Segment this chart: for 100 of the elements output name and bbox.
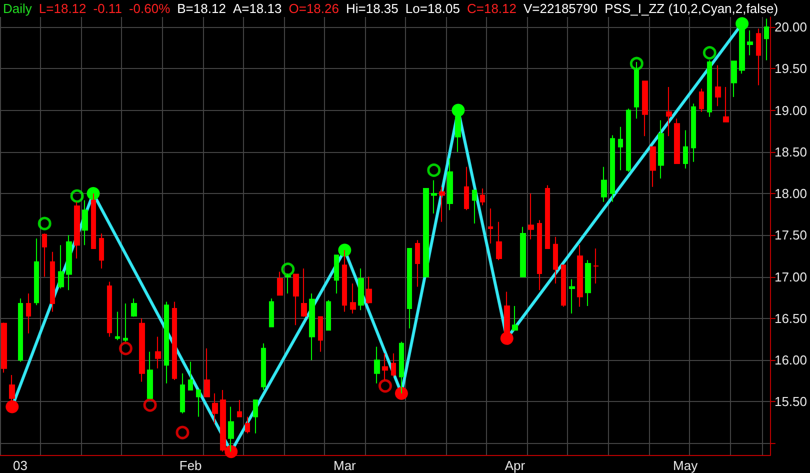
candlestick [301, 268, 307, 318]
candlestick [107, 281, 112, 338]
candlestick [439, 186, 445, 222]
text: O=18.26 [288, 1, 339, 16]
point [176, 426, 190, 440]
x-tick-label: Mar [333, 458, 357, 473]
candlestick [569, 278, 575, 314]
candlestick [18, 298, 23, 362]
candlestick [261, 342, 266, 391]
candlestick [342, 250, 347, 312]
y-tick-label: 17.50 [774, 228, 808, 243]
text: -0.11 [93, 1, 122, 16]
candlestick [585, 260, 591, 306]
candlestick [488, 208, 493, 244]
y-tick-label: 19.00 [774, 102, 808, 118]
y-tick-label: 15.50 [774, 394, 808, 410]
text: C=18.12 [466, 1, 516, 16]
candlestick [415, 240, 420, 288]
candlestick [374, 346, 380, 384]
text: B=18.12 [177, 1, 226, 16]
text: -0.60% [128, 1, 170, 16]
candlestick [139, 318, 145, 382]
candlestick [391, 352, 396, 378]
candlestick [277, 271, 283, 296]
x-tick-label: Apr [504, 458, 526, 473]
candlestick [269, 298, 274, 328]
point [281, 262, 295, 276]
candlestick [545, 184, 550, 249]
candlestick [237, 400, 242, 418]
point [38, 216, 52, 230]
text: Hi=18.35 [346, 1, 398, 16]
candlestick [691, 103, 696, 162]
candlestick [731, 60, 737, 98]
candlestick [1, 322, 7, 374]
chart-title: Daily [3, 1, 32, 16]
x-tick-label: 03 [13, 458, 28, 473]
candlestick [366, 276, 372, 304]
candlestick [626, 108, 631, 172]
candlestick [512, 305, 518, 331]
text: A=18.13 [232, 1, 282, 16]
candlestick [326, 300, 331, 331]
candlestick [480, 188, 485, 206]
candlestick [399, 341, 404, 394]
text: Lo=18.05 [405, 1, 460, 16]
y-tick-label: 19.50 [774, 61, 808, 76]
y-tick-label: 16.50 [774, 310, 808, 326]
candlestick [245, 416, 250, 434]
candlestick [318, 316, 323, 352]
y-tick-label: 16.00 [774, 352, 808, 368]
candlestick [131, 298, 137, 318]
candlestick [204, 348, 210, 398]
y-tick-label: 17.00 [774, 269, 808, 284]
candlestick [147, 351, 153, 399]
candlestick [764, 18, 769, 61]
candlestick [188, 361, 193, 391]
candlestick [610, 134, 615, 202]
point [118, 342, 132, 356]
candlestick [423, 188, 429, 278]
point [702, 46, 716, 60]
candlestick [115, 311, 120, 341]
candlestick [431, 180, 437, 214]
candlestick [58, 244, 64, 289]
candlestick [666, 86, 672, 137]
text: PSS_I_ZZ (10,2,Cyan,2,false) [604, 1, 778, 16]
candlestick [42, 233, 47, 278]
candlestick [99, 233, 104, 269]
y-tick-label: 18.00 [774, 186, 808, 202]
candlestick [350, 282, 356, 314]
candlestick [172, 301, 177, 381]
candlestick [34, 238, 39, 306]
candlestick [464, 166, 469, 211]
candlestick [407, 248, 412, 329]
point [630, 56, 644, 70]
candlestick [699, 88, 704, 112]
candlestick [66, 234, 72, 291]
y-tick-label: 20.00 [774, 19, 808, 34]
candlestick [723, 86, 729, 122]
candlestick [618, 126, 623, 171]
candlestick [358, 268, 364, 311]
candlestick [577, 244, 583, 308]
candlestick [747, 30, 753, 56]
candlestick [155, 336, 161, 369]
candlestick [472, 190, 477, 224]
x-tick-label: May [673, 458, 698, 473]
candlestick [528, 193, 534, 240]
point [427, 163, 441, 177]
text: V=22185790 [524, 1, 598, 16]
candlestick [91, 193, 96, 249]
candlestick [253, 400, 258, 434]
candlestick [74, 201, 80, 259]
candlestick [593, 248, 599, 284]
candlestick [228, 406, 234, 452]
candlestick [642, 80, 648, 137]
candlestick [520, 226, 526, 278]
candlestick [537, 220, 542, 291]
candlestick [650, 146, 656, 188]
candlestick [123, 302, 128, 342]
candlestick [212, 392, 218, 424]
candlestick [658, 120, 664, 180]
candlestick [561, 264, 566, 308]
